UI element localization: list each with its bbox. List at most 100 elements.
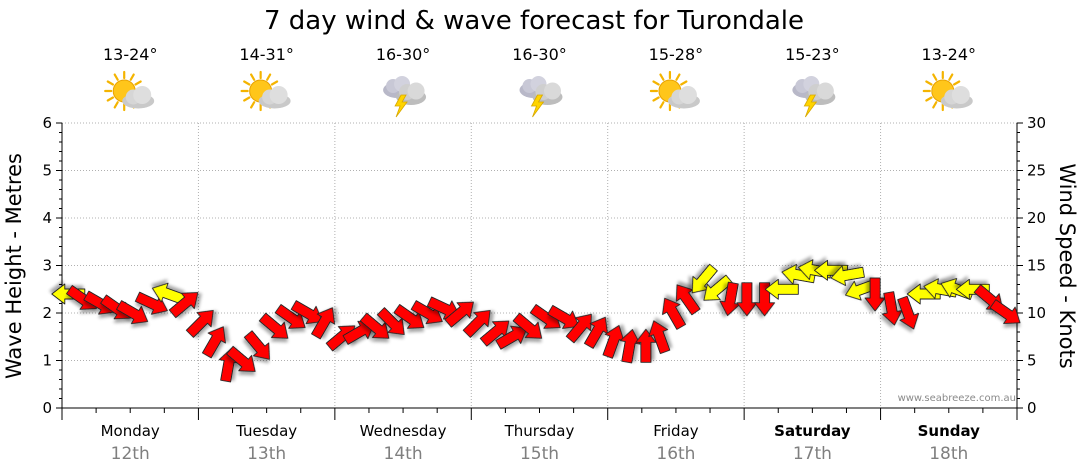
y-tick-label-right: 5 [1027,352,1037,370]
sun-cloud-icon [922,70,973,112]
wind-arrow [547,305,580,329]
wind-arrow [662,297,686,330]
y-tick-label-left: 4 [42,209,52,227]
y-axis-left-title: Wave Height - Metres [2,153,26,379]
wind-arrow [764,278,799,300]
day-date: 16th [656,444,695,464]
wind-arrow [168,292,199,319]
wind-arrow [648,320,671,354]
wind-arrow [410,300,443,325]
wind-arrows [51,259,1021,383]
wind-arrow [495,325,528,350]
day-name: Friday [653,422,699,440]
cloud-part [678,86,697,104]
sun-ray [129,73,135,81]
cloud-part [951,86,970,104]
day-name: Tuesday [235,422,297,440]
day-date: 13th [247,444,286,464]
day-date: 14th [384,444,423,464]
wind-arrow [989,299,1021,324]
cloud-icon [667,86,700,109]
wind-arrow [311,307,336,340]
sun-ray [652,96,660,102]
chart-axes: 0 1 2 3 4 5 6 0 5 10 15 20 25 30 [42,114,1046,420]
wind-arrow [226,345,256,372]
cloud-part [544,82,561,100]
wind-arrow [462,310,491,338]
sun-ray [106,80,115,86]
sun-ray [675,73,681,81]
wind-arrow [565,313,592,344]
storm-cloud-icon [519,76,563,118]
sun-cloud-icon [240,70,291,112]
y-tick-label-right: 15 [1027,257,1046,275]
sun-ray [952,80,961,86]
y-tick-label-right: 20 [1027,209,1046,227]
wind-arrow [897,295,920,330]
cloud-part [816,82,834,100]
wind-arrow [830,265,865,286]
sun-ray [680,80,688,86]
wind-arrow [864,277,886,312]
wind-arrow [736,282,758,317]
day-temperature: 15-28° [649,45,704,64]
wind-arrow [359,312,390,339]
day-temperature: 16-30° [376,45,431,64]
sun-ray [932,101,938,109]
chart-title: 7 day wind & wave forecast for Turondale [264,6,804,36]
y-tick-label-left: 2 [42,304,52,322]
day-name: Monday [101,422,160,440]
wind-arrow [290,300,323,325]
day-labels: Monday 12th Tuesday 13th Wednesday 14th Thursd… [101,422,981,464]
storm-cloud-icon [792,76,836,118]
wind-arrow [258,312,289,339]
wind-arrow [342,320,375,345]
sun-ray [659,73,665,81]
wind-arrow [274,304,306,329]
sun-ray [243,96,251,102]
day-name: Wednesday [360,422,447,440]
sun-ray [266,73,272,81]
lightning-bolt [394,94,408,118]
lightning-bolt [803,94,818,118]
sun-ray [113,101,119,109]
wind-arrow [116,300,149,325]
wind-arrow [202,326,226,359]
y-tick-label-left: 1 [42,352,52,370]
wind-arrow [719,281,741,316]
day-temperature: 13-24° [103,45,158,64]
sun-ray [659,101,665,109]
y-tick-label-right: 30 [1027,114,1046,132]
cloud-icon [122,86,155,109]
y-tick-label-left: 3 [42,257,52,275]
wind-arrow [393,304,425,329]
cloud-part [133,86,152,104]
sun-cloud-icon [649,70,700,112]
sun-ray [932,73,938,81]
wind-arrow [602,325,625,359]
sun-ray [113,73,119,81]
day-name: Saturday [774,422,851,440]
sun-ray [925,80,933,86]
wind-arrow [444,301,474,328]
wind-arrow [619,329,641,364]
cloud-part [407,82,425,100]
y-tick-label-left: 0 [42,399,52,417]
sun-ray [250,101,256,109]
wind-arrow [675,284,701,316]
day-temperature: 13-24° [922,45,977,64]
storm-cloud-icon [383,76,427,118]
wind-arrow [691,263,718,294]
cloud-part [269,86,288,104]
y-tick-label-right: 25 [1027,162,1046,180]
wind-arrow [881,291,903,326]
day-date: 18th [929,444,968,464]
daily-weather-row: 13-24° 14-31° 16-30° 16-30° 15-28° 15-23° 13-2… [103,45,977,118]
lightning-bolt [530,94,545,118]
wind-arrow [512,312,543,339]
wind-arrow [376,307,405,335]
y-tick-label-right: 10 [1027,304,1046,322]
day-date: 12th [111,444,150,464]
day-name: Thursday [504,422,575,440]
sun-ray [250,73,256,81]
